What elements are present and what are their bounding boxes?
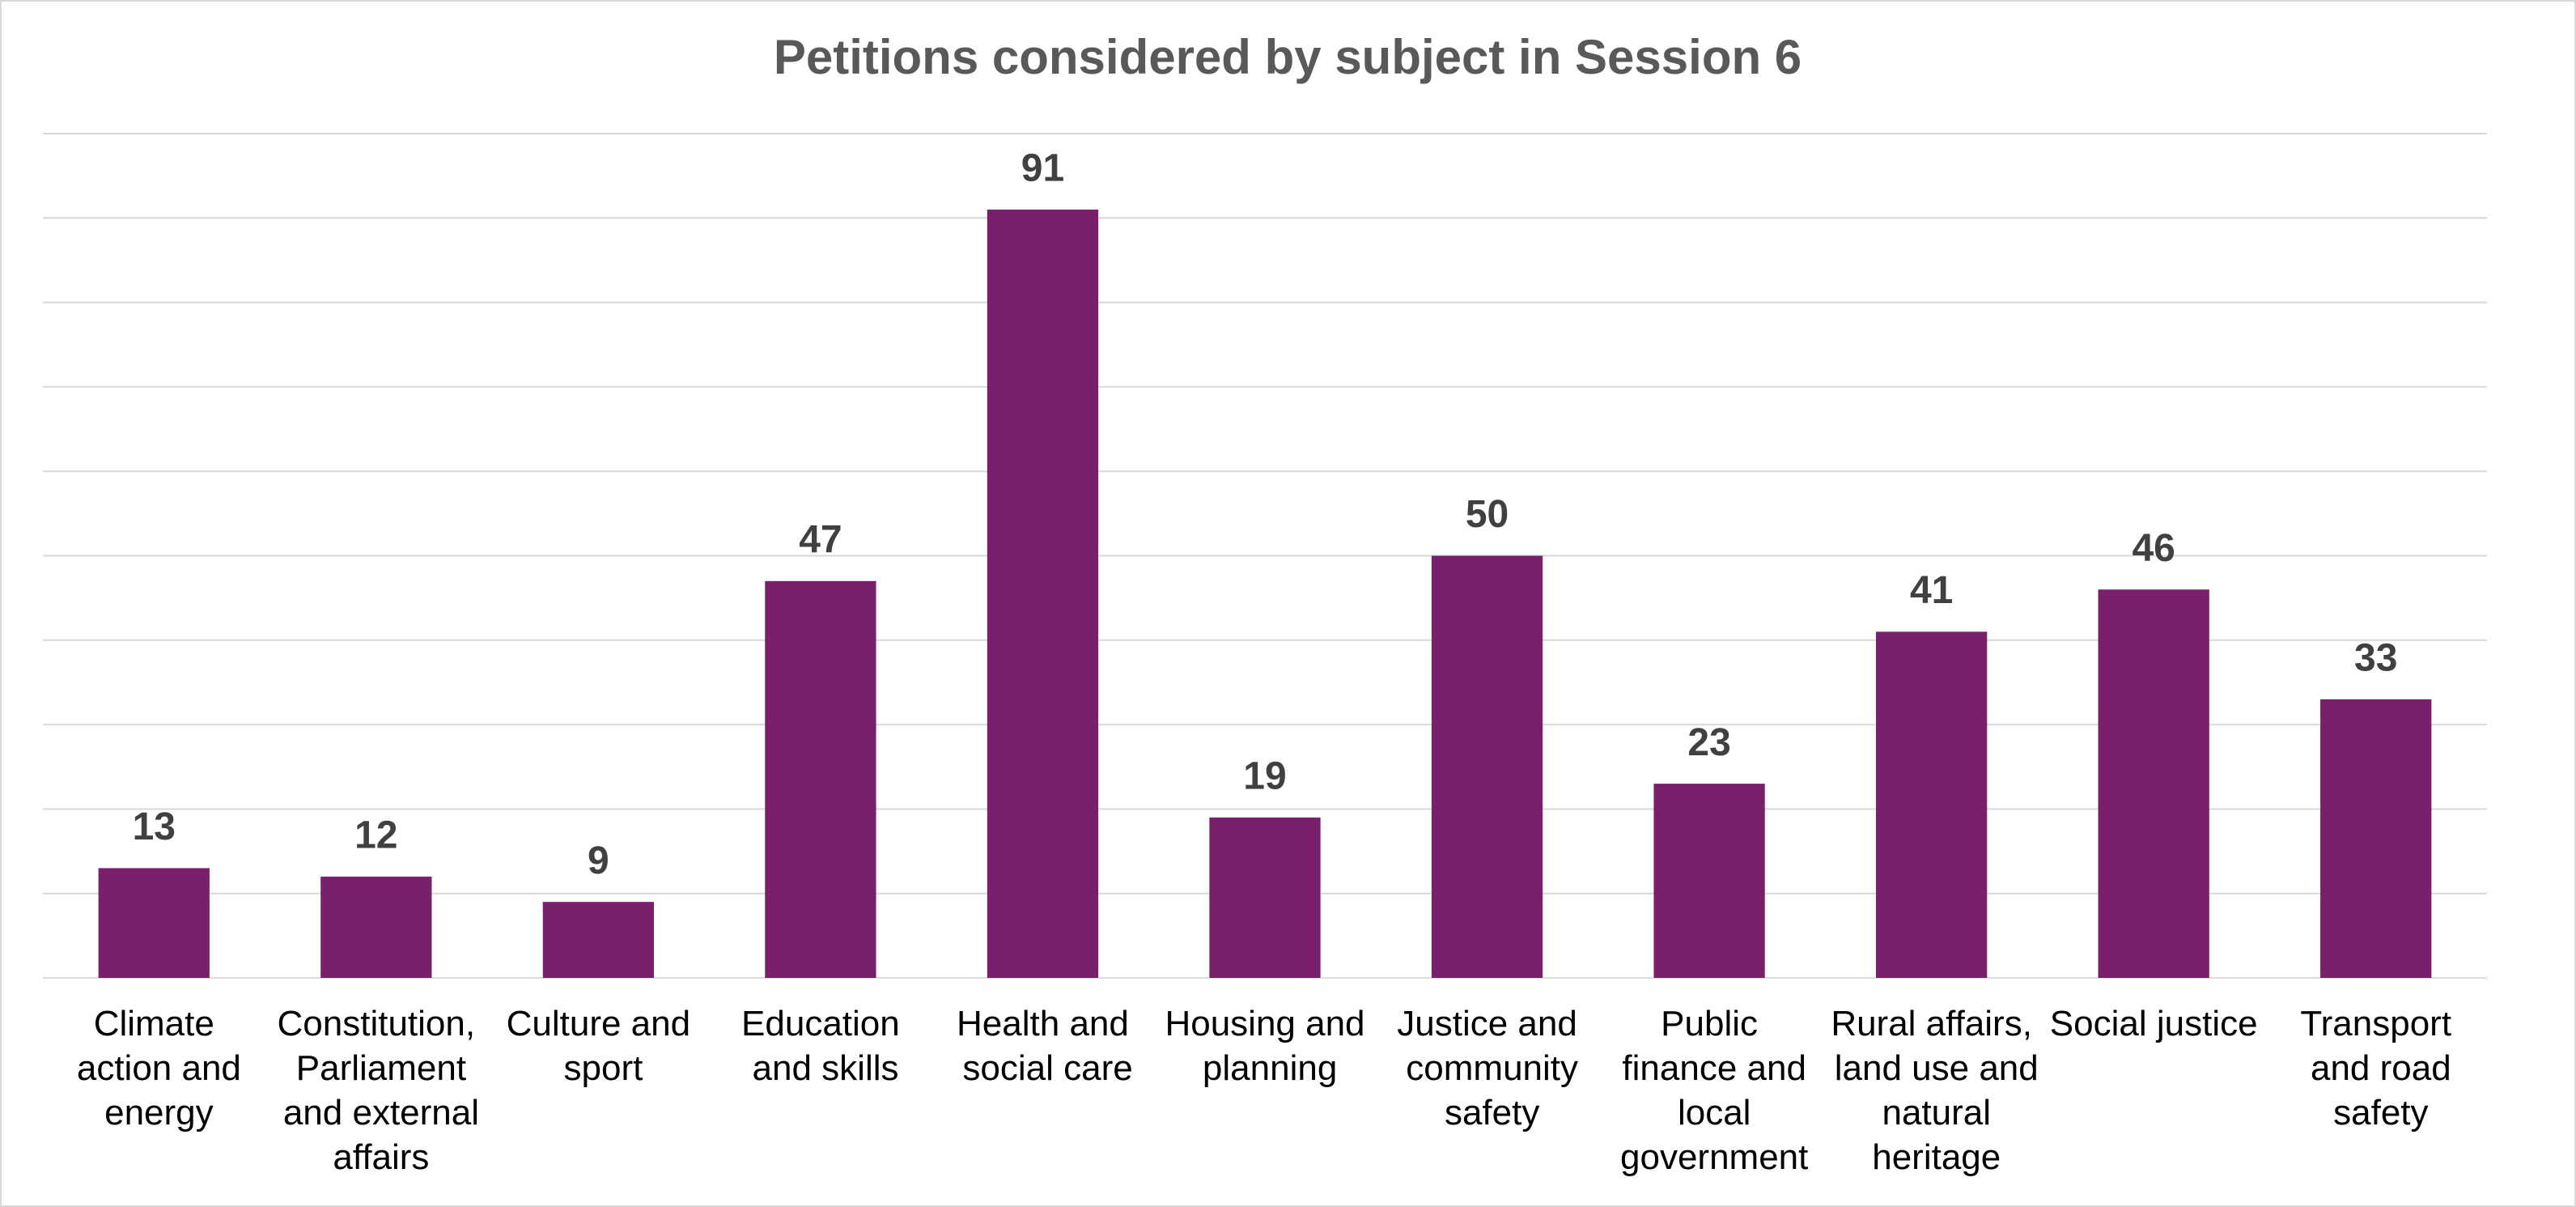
data-label: 46 bbox=[2132, 527, 2175, 570]
chart-title: Petitions considered by subject in Sessi… bbox=[774, 30, 1802, 84]
data-label: 13 bbox=[133, 805, 176, 848]
x-tick-label: Transport and road safety bbox=[2300, 1004, 2451, 1133]
bar bbox=[1876, 631, 1988, 978]
x-tick-label: Constitution, Parliament and external af… bbox=[274, 1004, 479, 1177]
x-tick-label: Rural affairs, land use and natural heri… bbox=[1825, 1004, 2039, 1177]
bar bbox=[987, 209, 1099, 978]
x-tick-label: Culture and sport bbox=[507, 1004, 690, 1088]
bar bbox=[2098, 589, 2209, 978]
bar bbox=[98, 868, 210, 978]
x-tick-label: Housing and planning bbox=[1165, 1004, 1364, 1088]
data-label: 50 bbox=[1466, 493, 1509, 536]
data-label: 91 bbox=[1021, 147, 1064, 190]
data-label: 33 bbox=[2354, 636, 2397, 679]
data-label: 9 bbox=[588, 839, 609, 882]
bar bbox=[2320, 699, 2432, 978]
x-tick-label: Climate action and energy bbox=[67, 1004, 241, 1133]
bar bbox=[542, 902, 654, 978]
bar bbox=[1431, 555, 1543, 978]
x-tick-label: Public finance and local government bbox=[1611, 1004, 1809, 1177]
x-tick-label: Social justice bbox=[2050, 1004, 2258, 1043]
x-tick-label: Education and skills bbox=[741, 1004, 900, 1088]
x-tick-label: Health and social care bbox=[953, 1004, 1133, 1088]
bar bbox=[1653, 784, 1765, 978]
bar bbox=[320, 876, 432, 978]
data-label: 41 bbox=[1910, 569, 1953, 612]
x-tick-label: Justice and community safety bbox=[1396, 1004, 1578, 1133]
bar bbox=[1209, 817, 1321, 978]
data-label: 23 bbox=[1687, 721, 1730, 764]
bar bbox=[765, 580, 876, 978]
data-label: 19 bbox=[1243, 755, 1286, 798]
data-label: 12 bbox=[354, 814, 397, 857]
data-label: 47 bbox=[799, 518, 842, 561]
